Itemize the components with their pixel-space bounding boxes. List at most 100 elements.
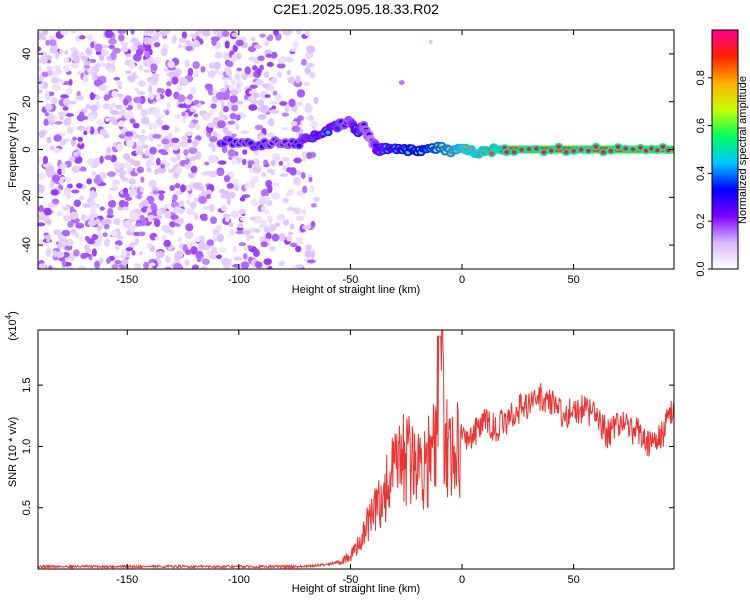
spectrogram-signal-point <box>519 147 524 152</box>
spectrogram-noise-point <box>242 253 248 260</box>
spectrogram-noise-point <box>296 189 305 196</box>
spectrogram-noise-point <box>51 84 61 91</box>
spectrogram-noise-point <box>93 79 103 87</box>
spectrogram-noise-point <box>311 121 319 128</box>
spectrogram-noise-point <box>244 181 250 191</box>
spectrogram-noise-point <box>50 76 60 84</box>
spectrogram-signal-point <box>578 147 584 152</box>
spectrogram-noise-point <box>111 264 119 269</box>
spectrogram-noise-point <box>267 184 273 194</box>
spectrogram-noise-point <box>266 215 274 222</box>
spectrogram-noise-point <box>286 206 295 212</box>
spectrogram-noise-point <box>105 146 112 155</box>
spectrogram-isolated-point <box>428 39 433 44</box>
spectrogram-noise-point <box>306 259 316 264</box>
spectrogram-noise-point <box>166 80 172 87</box>
snr-y-multiplier-close: ) <box>7 311 19 315</box>
spectrogram-noise-point <box>261 171 267 177</box>
spectrogram-noise-point <box>219 188 226 194</box>
spectrogram-noise-point <box>38 75 45 82</box>
spectrogram-noise-point <box>104 117 110 122</box>
spectrogram-noise-point <box>121 169 127 176</box>
spectrogram-noise-point <box>174 182 181 189</box>
spectrogram-noise-point <box>187 241 196 248</box>
spectrogram-noise-point <box>99 206 105 211</box>
spectrogram-noise-point <box>148 37 154 46</box>
spectrogram-noise-point <box>98 84 107 92</box>
spectrogram-noise-point <box>268 34 274 42</box>
spectrogram-noise-point <box>309 185 315 193</box>
spectrogram-noise-point <box>242 149 248 155</box>
x-tick-label: -100 <box>228 574 250 586</box>
spectrogram-noise-point <box>148 92 155 100</box>
spectrogram-noise-point <box>164 30 171 34</box>
spectrogram-noise-point <box>60 30 69 36</box>
spectrogram-noise-point <box>99 171 107 180</box>
spectrogram-noise-point <box>229 95 238 104</box>
spectrogram-noise-point <box>54 51 60 60</box>
spectrogram-noise-point <box>282 30 292 36</box>
spectrogram-noise-point <box>306 152 312 160</box>
spectrogram-noise-point <box>139 186 145 193</box>
spectrogram-noise-point <box>163 143 170 152</box>
spectrogram-noise-point <box>75 182 83 189</box>
spectrogram-noise-point <box>77 51 82 56</box>
snr-y-multiplier-base: (x10 <box>7 319 19 340</box>
spectrogram-noise-point <box>278 260 286 267</box>
spectrogram-noise-point <box>248 104 258 111</box>
spectrogram-noise-point <box>53 134 62 142</box>
spectrogram-noise-point <box>104 155 113 161</box>
spectrogram-noise-point <box>149 146 157 155</box>
spectrogram-noise-point <box>240 261 250 269</box>
spectrogram-signal-point <box>227 137 233 142</box>
spectrogram-noise-point <box>122 187 129 195</box>
spectrogram-noise-point <box>132 160 141 167</box>
spectrogram-noise-point <box>136 90 146 96</box>
spectrogram-noise-point <box>199 240 205 246</box>
spectrogram-noise-point <box>271 105 277 110</box>
spectrogram-noise-point <box>138 64 144 72</box>
spectrogram-noise-point <box>106 214 114 219</box>
spectrogram-noise-point <box>285 191 292 197</box>
spectrogram-y-axis-label: Frequency (Hz) <box>7 112 19 188</box>
x-tick-label: -150 <box>116 574 138 586</box>
spectrogram-noise-point <box>281 112 290 117</box>
spectrogram-signal-point <box>638 145 643 150</box>
spectrogram-noise-point <box>52 70 60 77</box>
spectrogram-noise-point <box>38 222 46 227</box>
spectrogram-panel: -150 -100 -50 0 50 -40 -20 0 20 40 Height of str… <box>7 29 675 296</box>
spectrogram-noise-point <box>108 44 115 50</box>
spectrogram-noise-point <box>44 103 53 112</box>
spectrogram-signal-point <box>660 144 666 149</box>
spectrogram-noise-point <box>211 246 218 256</box>
spectrogram-noise-point <box>85 47 93 56</box>
spectrogram-noise-point <box>244 229 251 236</box>
spectrogram-noise-point <box>295 75 301 84</box>
spectrogram-noise-point <box>138 250 143 256</box>
spectrogram-noise-point <box>144 49 150 58</box>
spectrogram-noise-point <box>112 142 118 148</box>
x-tick-label: -50 <box>342 574 358 586</box>
spectrogram-noise-point <box>295 215 305 222</box>
spectrogram-noise-point <box>60 94 69 99</box>
spectrogram-noise-point <box>271 233 280 242</box>
spectrogram-signal-point <box>504 150 510 155</box>
spectrogram-noise-point <box>295 245 302 253</box>
spectrogram-noise-point <box>209 108 215 116</box>
spectrogram-noise-point <box>186 184 192 192</box>
spectrogram-noise-point <box>71 189 80 194</box>
figure-title: C2E1.2025.095.18.33.R02 <box>273 1 439 17</box>
spectrogram-noise-point <box>218 247 227 253</box>
spectrogram-noise-point <box>184 131 194 136</box>
spectrogram-noise-point <box>87 158 96 166</box>
spectrogram-noise-point <box>121 45 129 53</box>
spectrogram-noise-point <box>300 172 306 180</box>
spectrogram-noise-point <box>168 229 174 236</box>
spectrogram-noise-point <box>156 143 162 148</box>
spectrogram-noise-point <box>136 139 143 145</box>
spectrogram-noise-point <box>193 264 199 269</box>
spectrogram-noise-point <box>91 248 97 257</box>
spectrogram-noise-point <box>195 250 203 258</box>
spectrogram-noise-point <box>295 170 302 176</box>
spectrogram-noise-point <box>99 54 105 62</box>
